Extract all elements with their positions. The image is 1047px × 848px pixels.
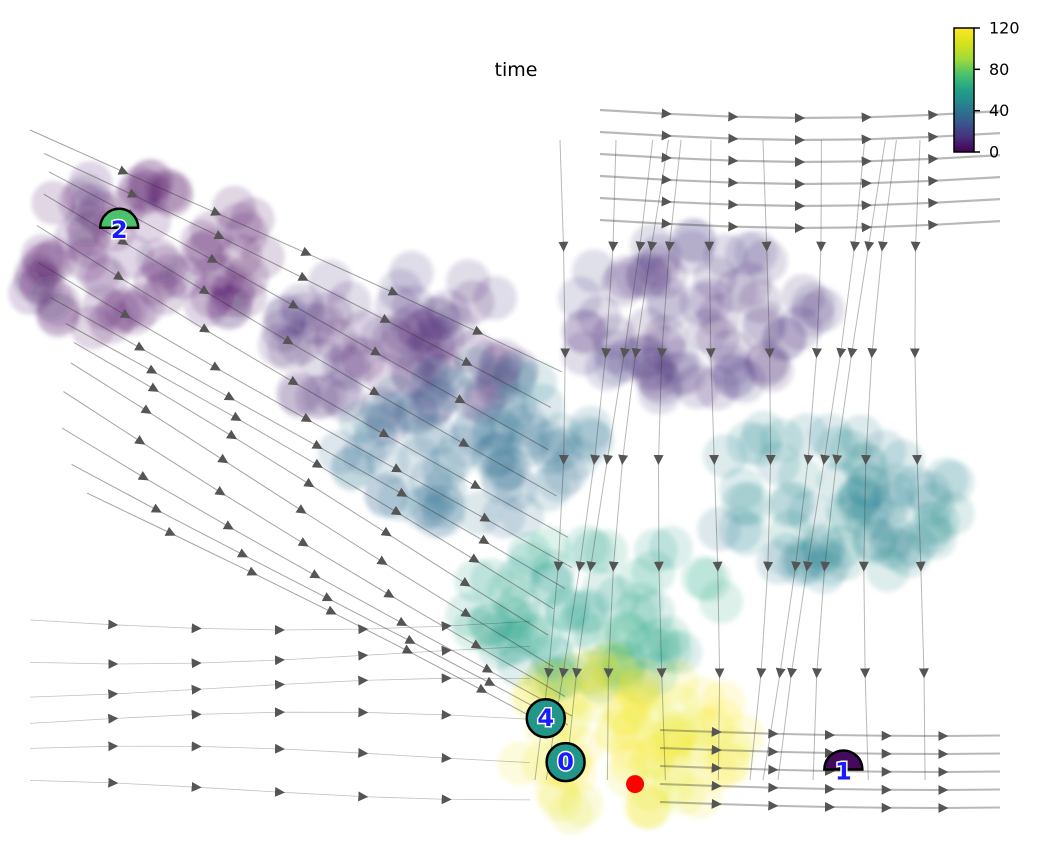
node-marker	[525, 697, 567, 739]
cell-point	[529, 562, 574, 607]
cell-point	[695, 316, 740, 361]
cell-point	[726, 421, 771, 466]
cell-point	[648, 525, 693, 570]
cell-point	[223, 274, 268, 318]
streamline	[603, 139, 669, 781]
streamline	[29, 673, 531, 700]
cell-point	[636, 618, 680, 663]
node-label: 0	[557, 748, 574, 776]
cell-point	[543, 450, 588, 495]
colorbar-tick-label: 0	[989, 143, 999, 162]
colorbar-tick-label: 40	[989, 101, 1009, 120]
cell-point	[692, 256, 737, 301]
node-marker	[823, 749, 864, 771]
cell-point	[31, 180, 76, 225]
cell-point	[136, 238, 181, 283]
colorbar-tick-label: 120	[989, 19, 1020, 38]
cell-point	[695, 366, 740, 410]
streamline	[599, 152, 1001, 167]
cell-point	[571, 678, 616, 723]
cell-point	[626, 785, 671, 830]
node-label: 1	[835, 757, 852, 785]
colorbar-ticks: 0 40 80 120	[974, 19, 1020, 162]
cell-point	[619, 658, 664, 703]
cell-point	[642, 326, 687, 371]
node-marker	[98, 207, 140, 230]
cell-point	[743, 239, 788, 284]
node-label: 2	[111, 216, 128, 244]
cell-point	[379, 389, 424, 434]
chart-title: time	[495, 59, 538, 81]
streamline	[704, 139, 725, 781]
cell-point	[342, 431, 387, 476]
velocity-streamlines	[29, 108, 1001, 814]
cell-point	[297, 336, 342, 381]
cell-point	[67, 224, 112, 269]
cell-point	[493, 384, 538, 429]
streamline	[29, 619, 531, 635]
streamline	[599, 174, 1001, 189]
node-label: 4	[537, 704, 554, 732]
cell-point	[559, 782, 604, 827]
cell-point	[486, 570, 531, 615]
streamline	[858, 139, 897, 781]
streamline	[909, 139, 929, 781]
cell-point	[497, 741, 542, 786]
colorbar-tick-label: 80	[989, 60, 1009, 79]
cell-point	[728, 482, 773, 527]
streamline	[659, 762, 1001, 778]
cell-point	[279, 374, 324, 419]
cell-point	[218, 202, 262, 247]
streamline	[599, 130, 1001, 145]
streamline	[599, 108, 1001, 123]
streamline	[29, 777, 531, 805]
node-marker	[545, 741, 586, 783]
root-marker	[626, 775, 645, 794]
streamline	[86, 492, 557, 731]
streamline	[659, 780, 1001, 796]
cell-point	[68, 161, 113, 205]
cell-point	[585, 346, 629, 391]
streamline	[29, 707, 531, 724]
streamline	[599, 196, 1001, 211]
cell-point	[844, 444, 889, 488]
streamline	[653, 139, 682, 781]
cell-point	[453, 346, 498, 391]
streamline	[29, 741, 531, 763]
streamline	[659, 798, 1001, 814]
cell-point	[785, 540, 830, 585]
colorbar-gradient	[953, 27, 975, 153]
cell-point	[70, 305, 115, 350]
colorbar: 0 40 80 120	[953, 19, 1020, 162]
cell-point	[28, 275, 73, 320]
streamline	[749, 139, 776, 781]
trajectory-nodes: 2 40 1	[98, 207, 864, 787]
streamline	[599, 218, 1001, 233]
streamline	[659, 726, 1001, 742]
streamline	[29, 645, 531, 669]
node-2: 2	[98, 207, 140, 245]
node-1: 1	[823, 749, 864, 787]
cell-point	[892, 522, 937, 567]
cell-point	[850, 483, 895, 528]
cell-point	[791, 283, 836, 327]
node-4: 4	[525, 697, 567, 739]
streamline	[659, 744, 1001, 760]
cell-point	[614, 254, 659, 299]
cell-point	[777, 455, 822, 499]
cell-point	[737, 279, 782, 324]
cell-point	[924, 457, 969, 502]
node-0: 0	[545, 741, 586, 783]
cell-point	[120, 283, 165, 328]
cell-point	[635, 696, 680, 741]
